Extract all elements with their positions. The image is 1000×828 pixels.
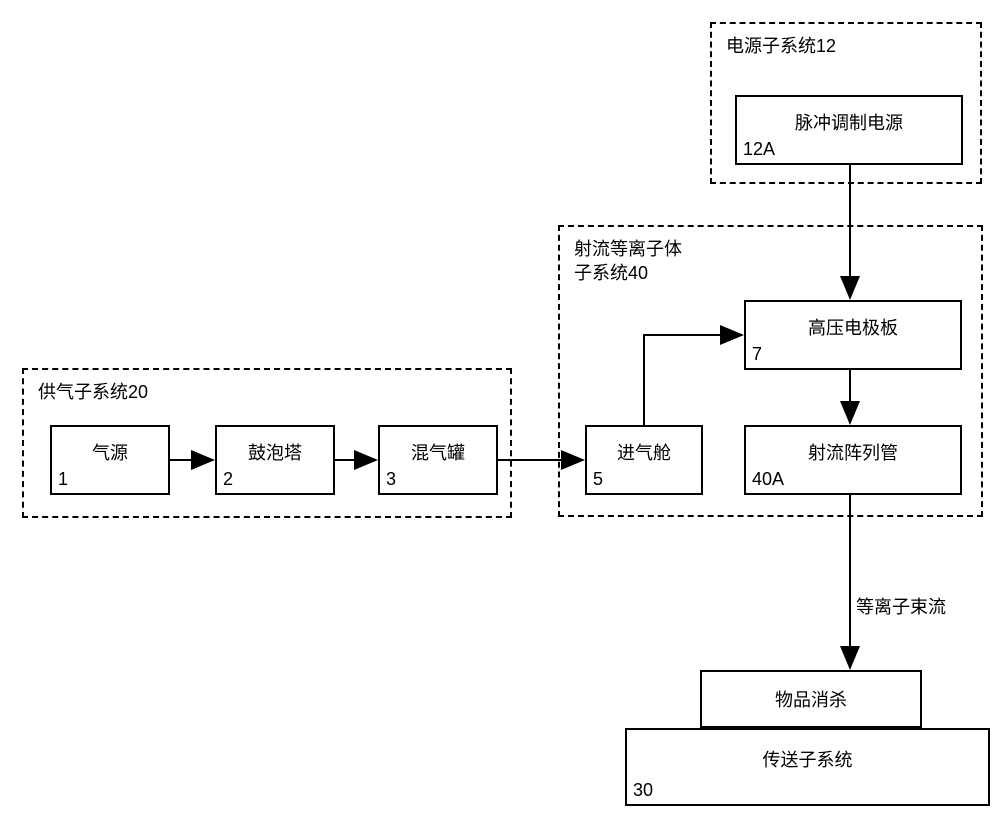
- box-7: 高压电极板 7: [744, 300, 962, 370]
- subsystem-40-title-1: 射流等离子体: [574, 235, 682, 261]
- box-7-number: 7: [752, 344, 762, 365]
- box-12a: 脉冲调制电源 12A: [735, 95, 963, 165]
- box-30: 传送子系统 30: [625, 728, 990, 806]
- box-1-number: 1: [58, 469, 68, 490]
- box-5-number: 5: [593, 469, 603, 490]
- box-1-label: 气源: [92, 439, 128, 465]
- subsystem-40-title-2: 子系统40: [574, 259, 648, 285]
- subsystem-12-title: 电源子系统12: [726, 32, 836, 58]
- box-30-number: 30: [633, 780, 653, 801]
- subsystem-20-title: 供气子系统20: [38, 378, 148, 404]
- box-12a-label: 脉冲调制电源: [795, 109, 903, 135]
- box-3-label: 混气罐: [411, 439, 465, 465]
- box-2-number: 2: [223, 469, 233, 490]
- box-30-label: 传送子系统: [763, 746, 853, 772]
- box-3-number: 3: [386, 469, 396, 490]
- box-40a: 射流阵列管 40A: [744, 425, 962, 495]
- box-2: 鼓泡塔 2: [215, 425, 335, 495]
- box-40a-number: 40A: [752, 469, 784, 490]
- box-5: 进气舱 5: [585, 425, 703, 495]
- box-disinfect: 物品消杀: [700, 670, 922, 728]
- box-7-label: 高压电极板: [808, 314, 898, 340]
- box-disinfect-label: 物品消杀: [702, 672, 920, 726]
- box-2-label: 鼓泡塔: [248, 439, 302, 465]
- box-12a-number: 12A: [743, 139, 775, 160]
- beam-label: 等离子束流: [856, 593, 946, 619]
- box-40a-label: 射流阵列管: [808, 439, 898, 465]
- box-1: 气源 1: [50, 425, 170, 495]
- box-3: 混气罐 3: [378, 425, 498, 495]
- box-5-label: 进气舱: [617, 439, 671, 465]
